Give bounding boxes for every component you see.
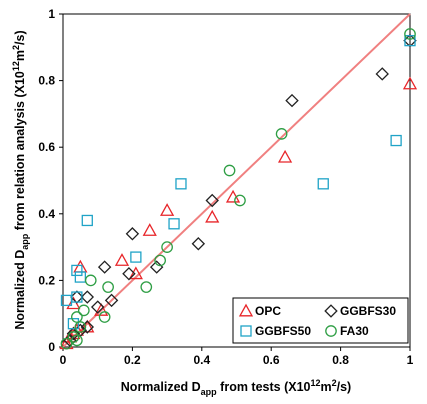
- legend-marker-opc: [238, 303, 254, 317]
- fa30-point: [102, 281, 114, 293]
- ggbfs30-point: [80, 320, 95, 334]
- ggbfs30-point: [80, 290, 95, 304]
- ggbfs50-point: [74, 271, 86, 283]
- x-axis-label: Normalized Dapp from tests (X1012m2/s): [121, 378, 351, 397]
- ggbfs30-point: [125, 227, 140, 241]
- legend-box: [232, 297, 409, 344]
- y-tick-label: 0.4: [38, 207, 55, 221]
- fa30-point: [223, 164, 236, 177]
- legend-marker-ggbfs30: [324, 304, 338, 318]
- legend: OPC GGBFS30 GGBFS50 FA30: [232, 297, 409, 344]
- y-tick-label: 0.8: [38, 74, 55, 88]
- fa30-point: [140, 281, 153, 293]
- x-tick-label: 0.2: [124, 353, 141, 367]
- ggbfs50-point: [71, 264, 83, 277]
- series-ggbfs30: [63, 33, 417, 348]
- series-fa30: [60, 28, 416, 350]
- fa30-point: [71, 334, 83, 347]
- ggbfs50-point: [81, 214, 93, 227]
- legend-marker-fa30: [325, 325, 337, 337]
- y-tick-label: 0.2: [38, 273, 55, 287]
- fa30-point: [275, 128, 288, 140]
- legend-marker-ggbfs50: [240, 325, 252, 337]
- y-tick-label: 1: [48, 7, 55, 21]
- legend-label-opc: OPC: [255, 304, 281, 318]
- x-tick-label: 0.4: [193, 353, 210, 367]
- axis-ticks: 0 0.2 0.4 0.6 0.8 1 0 0.2 0.4 0.6 0.8 1: [38, 7, 413, 367]
- legend-label-ggbfs50: GGBFS50: [255, 324, 311, 338]
- y-axis-label: Normalized Dapp from relation analysis (…: [11, 30, 30, 329]
- ggbfs50-point: [404, 34, 416, 47]
- fa30-point: [161, 241, 173, 253]
- fa30-point: [154, 254, 167, 267]
- ggbfs50-point: [67, 318, 80, 330]
- x-tick-label: 0.6: [263, 353, 280, 367]
- ggbfs50-point: [175, 178, 187, 190]
- fa30-point: [84, 274, 97, 287]
- y-tick-label: 0.6: [38, 140, 55, 154]
- ggbfs50-point: [317, 178, 329, 190]
- opc-point: [205, 209, 220, 223]
- opc-point: [159, 203, 175, 216]
- ggbfs30-point: [375, 67, 389, 81]
- fa30-point: [71, 311, 83, 323]
- legend-label-ggbfs30: GGBFS30: [340, 304, 396, 318]
- fa30-point: [77, 304, 90, 317]
- fa30-point: [67, 331, 80, 343]
- x-tick-label: 0: [60, 353, 67, 367]
- equality-line: [62, 13, 411, 348]
- ggbfs30-point: [205, 193, 219, 208]
- legend-label-fa30: FA30: [340, 324, 369, 338]
- ggbfs50-point: [390, 134, 402, 147]
- opc-point: [277, 149, 293, 163]
- fa30-point: [98, 311, 111, 323]
- fa30-point: [60, 337, 73, 350]
- opc-point: [114, 253, 130, 266]
- ggbfs50-point: [168, 218, 180, 230]
- x-tick-label: 1: [407, 353, 414, 367]
- ggbfs30-point: [104, 293, 119, 308]
- opc-point: [142, 223, 157, 236]
- ggbfs30-point: [285, 93, 299, 108]
- opc-point: [128, 266, 143, 280]
- ggbfs30-point: [403, 33, 417, 48]
- opc-point: [80, 319, 95, 333]
- ggbfs30-point: [191, 237, 206, 251]
- ggbfs30-point: [122, 267, 136, 281]
- fa30-point: [404, 28, 416, 40]
- opc-point: [94, 303, 109, 316]
- reference-line-layer: [62, 13, 411, 348]
- ggbfs30-point: [97, 260, 112, 274]
- fa30-point: [74, 321, 87, 333]
- ggbfs50-point: [130, 251, 142, 263]
- legend-markers: [238, 303, 338, 337]
- data-points: [59, 28, 418, 350]
- ggbfs30-point: [70, 290, 84, 304]
- fa30-point: [234, 194, 246, 207]
- x-tick-label: 0.8: [332, 353, 349, 367]
- series-ggbfs50: [60, 34, 416, 330]
- y-tick-label: 0: [48, 340, 55, 354]
- opc-point: [402, 76, 418, 90]
- ggbfs50-point: [71, 291, 83, 303]
- ggbfs30-point: [90, 300, 105, 314]
